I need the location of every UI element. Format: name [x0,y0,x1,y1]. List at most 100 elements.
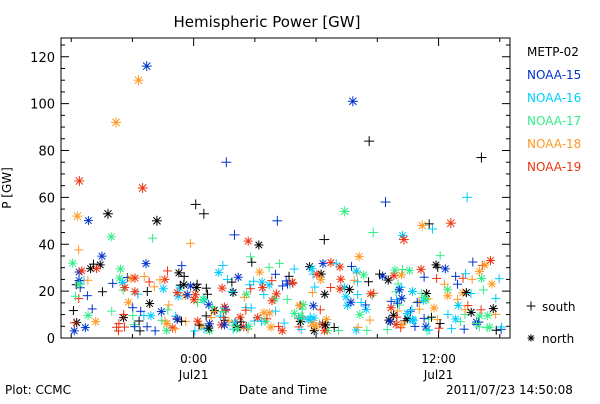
data-point [264,262,274,272]
data-point [130,287,140,297]
data-point [326,258,336,268]
data-point [474,266,484,276]
data-point [221,305,231,315]
data-point [274,259,284,269]
data-point [451,271,461,281]
data-point [141,61,152,72]
data-point [112,322,122,332]
data-point [391,319,401,329]
data-point [482,323,492,333]
data-point [74,245,84,255]
data-point [447,324,457,334]
data-point [475,311,485,321]
data-point [69,326,79,336]
marker-legend-north: north [542,332,574,346]
data-point [362,325,372,335]
data-point [172,314,182,324]
data-point [451,314,461,324]
data-point [277,326,287,336]
data-point [416,264,426,274]
data-point [207,302,217,312]
data-point [312,269,322,279]
data-point [151,215,162,226]
data-point [136,306,146,316]
data-point [289,308,299,318]
data-point [476,305,486,315]
data-point [468,257,478,267]
data-point [264,280,274,290]
y-axis-label: P [GW] [0,167,14,209]
data-point [402,309,412,319]
data-point [380,197,391,208]
data-point [426,312,436,322]
data-point [491,293,501,303]
data-point [351,325,361,335]
data-point [383,275,393,285]
legend-entry: NOAA-15 [527,68,581,82]
data-point [414,304,424,314]
data-point [91,317,101,327]
data-point [393,306,403,316]
data-point [274,321,284,331]
x-tick-label-time: 0:00 [180,352,207,366]
data-point [435,251,445,261]
footer-plot-credit: Plot: CCMC [5,383,71,397]
data-point [244,321,254,331]
data-point [424,219,434,229]
data-point [487,279,497,289]
data-point [97,251,107,261]
data-point [466,307,476,317]
data-point [307,264,317,274]
data-point [185,238,195,248]
data-point [310,282,320,292]
data-point [483,311,493,321]
y-tick-label: 40 [38,238,55,253]
data-point [412,297,422,307]
data-point [443,309,453,319]
legend-entry: NOAA-18 [527,137,581,151]
data-point [190,199,201,210]
data-point [106,232,116,242]
data-point [164,300,174,310]
data-point [243,236,253,246]
data-point [114,319,124,329]
data-point [272,215,283,226]
data-point [74,279,84,289]
data-point [163,305,173,315]
data-point [365,315,375,325]
data-point [315,305,325,315]
data-point [420,292,430,302]
data-point [382,325,392,335]
data-point [336,274,346,284]
data-point [259,290,269,300]
data-point [115,264,125,274]
data-point [133,75,144,86]
marker-legend: south north [526,300,576,346]
data-point [141,259,151,269]
data-point [471,318,481,328]
data-point [246,284,256,294]
data-point [172,288,182,298]
data-point [137,183,148,193]
data-point [346,297,356,307]
data-point [254,240,264,250]
data-point [392,312,402,322]
data-point [422,326,432,336]
data-point [331,259,341,269]
data-point [224,316,234,326]
data-point [204,323,214,333]
data-point [97,287,107,297]
data-point [193,316,203,326]
data-point [419,272,429,282]
data-point [222,275,232,285]
data-point [393,298,403,308]
data-point [432,315,442,325]
data-point [478,285,488,295]
data-point [419,313,429,323]
data-point [424,325,434,335]
data-point [429,303,439,313]
data-point [461,288,471,298]
asterisk-marker-icon [527,334,535,342]
data-point [267,276,277,286]
data-point [390,265,400,275]
